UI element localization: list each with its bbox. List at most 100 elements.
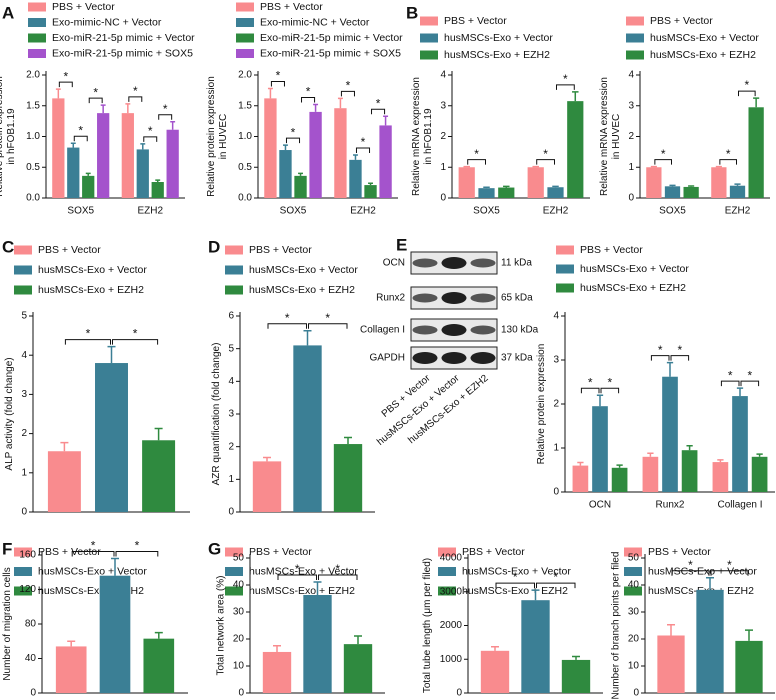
significance-bracket — [600, 387, 620, 394]
blot-row-label: OCN — [383, 258, 405, 269]
bar — [82, 175, 95, 198]
axis-line — [32, 312, 190, 513]
legend-label: husMSCs-Exo + EZH2 — [444, 49, 550, 61]
legend-label: husMSCs-Exo + EZH2 — [249, 585, 355, 597]
significance-bracket — [308, 323, 348, 329]
legend-label: PBS + Vector — [249, 244, 312, 256]
y-tick-label: 3 — [228, 409, 234, 420]
legend-swatch — [28, 33, 46, 43]
x-tick-label: SOX5 — [473, 206, 500, 217]
significance-bracket — [64, 339, 111, 345]
error-bar — [273, 645, 281, 652]
significance-bracket — [112, 339, 159, 345]
error-bar — [552, 185, 559, 188]
significance-label: * — [553, 570, 558, 584]
legend-swatch — [225, 547, 243, 557]
y-tick-label: 1 — [228, 474, 234, 485]
legend-label: PBS + Vector — [444, 15, 507, 27]
significance-label: * — [276, 69, 281, 83]
legend-label: husMSCs-Exo + Vector — [444, 32, 553, 44]
legend-label: PBS + Vector — [260, 1, 323, 13]
legend-swatch — [225, 567, 243, 576]
axis-line — [239, 312, 375, 513]
x-tick-label: Runx2 — [656, 500, 685, 511]
blot-band — [441, 324, 467, 336]
x-tick-label: Collagen I — [717, 500, 762, 511]
legend-swatch — [225, 265, 243, 275]
bar — [309, 111, 322, 198]
error-bar — [577, 461, 584, 466]
legend-label: husMSCs-Exo + EZH2 — [650, 49, 756, 61]
blot-size-label: 130 kDa — [501, 325, 539, 336]
legend-label: PBS + Vector — [648, 546, 711, 558]
y-tick-label: 0 — [21, 507, 27, 518]
error-bar — [70, 142, 76, 148]
bar — [47, 451, 81, 512]
y-tick-label: 2 — [553, 399, 559, 410]
error-bar — [100, 104, 106, 114]
significance-label: * — [688, 558, 693, 572]
significance-label: * — [726, 147, 731, 161]
significance-label: * — [513, 570, 518, 584]
panel-label: B — [406, 3, 418, 22]
y-tick-label: 160 — [19, 550, 36, 561]
legend-swatch — [556, 283, 574, 293]
y-tick-label: 5 — [21, 311, 27, 322]
bar — [735, 640, 763, 693]
legend-label: Exo-miR-21-5p mimic + Vector — [52, 32, 195, 44]
error-bar — [354, 635, 362, 645]
significance-bracket — [720, 380, 740, 387]
y-tick-label: 0 — [228, 507, 234, 518]
error-bar — [107, 345, 116, 364]
significance-label: * — [148, 124, 153, 138]
error-bar — [483, 186, 490, 189]
bar — [683, 186, 699, 198]
bar — [333, 444, 363, 512]
significance-label: * — [91, 539, 96, 553]
bar — [136, 149, 149, 198]
y-tick-label: 3 — [553, 355, 559, 366]
bar — [262, 651, 292, 693]
bar — [748, 107, 764, 198]
y-tick-label: 50 — [233, 553, 245, 564]
bar — [662, 376, 678, 492]
y-axis-label: ALP activity (fold change) — [4, 357, 15, 470]
y-tick-label: 40 — [233, 580, 245, 591]
error-bar — [283, 144, 288, 151]
error-bar — [263, 456, 271, 462]
error-bar — [125, 103, 131, 114]
bar — [364, 185, 377, 198]
y-tick-label: 3 — [21, 389, 27, 400]
blot-band — [470, 258, 496, 268]
blot-band — [470, 325, 496, 335]
error-bar — [140, 143, 146, 150]
error-bar — [170, 120, 176, 130]
significance-bracket — [654, 159, 672, 165]
error-bar — [368, 182, 373, 186]
significance-bracket — [740, 380, 760, 387]
y-tick-label: 4 — [440, 70, 446, 81]
significance-bracket — [495, 582, 535, 589]
legend-swatch — [438, 586, 456, 596]
legend-swatch — [420, 50, 438, 60]
significance-bracket — [355, 147, 371, 153]
bar — [151, 182, 164, 198]
bar — [143, 638, 175, 693]
legend-swatch — [225, 285, 243, 295]
error-bar — [67, 640, 76, 647]
x-tick-label: EZH2 — [137, 206, 163, 217]
bar — [657, 635, 685, 693]
legend-label: husMSCs-Exo + EZH2 — [38, 284, 144, 296]
legend-label: PBS + Vector — [650, 15, 713, 27]
error-bar — [745, 629, 753, 641]
legend-swatch — [14, 547, 32, 557]
legend-swatch — [236, 18, 254, 27]
significance-label: * — [747, 368, 752, 382]
blot-size-label: 11 kDa — [501, 258, 532, 269]
legend-swatch — [626, 16, 644, 26]
y-tick-label: 10 — [233, 661, 245, 672]
legend-label: husMSCs-Exo + Vector — [249, 264, 358, 276]
legend-swatch — [14, 265, 32, 275]
significance-bracket — [719, 159, 737, 165]
legend-label: PBS + Vector — [38, 546, 101, 558]
